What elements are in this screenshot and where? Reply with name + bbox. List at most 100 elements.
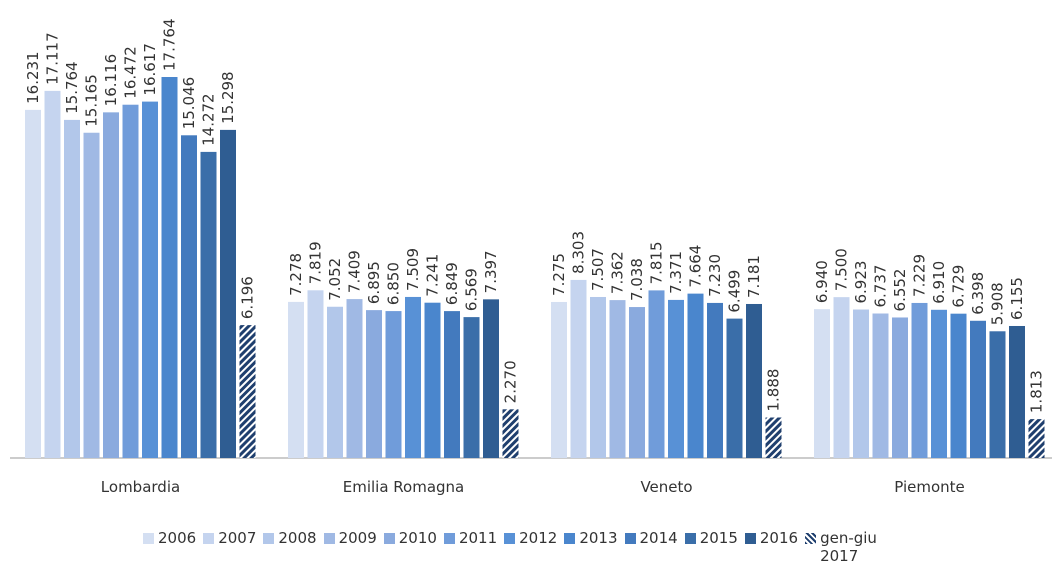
bar	[200, 151, 217, 458]
bar	[814, 309, 830, 458]
bar	[307, 290, 324, 458]
bar	[346, 299, 363, 458]
data-label: 2.270	[502, 360, 520, 403]
data-label: 6.849	[443, 262, 461, 305]
data-label: 17.764	[161, 19, 179, 72]
bar	[629, 307, 645, 458]
legend-swatch	[624, 533, 636, 544]
bar	[931, 309, 947, 458]
x-tick-label: Piemonte	[894, 478, 965, 496]
bar	[424, 302, 441, 458]
data-label: 7.397	[482, 250, 500, 293]
bar	[989, 331, 1006, 458]
data-label: 6.398	[969, 272, 987, 315]
data-label: 7.052	[326, 258, 344, 301]
data-label: 6.737	[872, 265, 890, 308]
data-label: 16.231	[24, 51, 42, 104]
x-tick-label: Emilia Romagna	[343, 478, 465, 496]
x-tick-label: Lombardia	[101, 478, 180, 496]
bar	[44, 90, 61, 458]
legend-item: 2008	[263, 529, 317, 547]
data-label: 5.908	[989, 282, 1007, 325]
legend-swatch	[203, 533, 215, 544]
data-label: 7.241	[424, 254, 442, 297]
data-label: 6.923	[852, 261, 870, 304]
data-label: 7.362	[609, 251, 627, 294]
legend-item: 2009	[323, 529, 377, 547]
legend-item: 2012	[504, 529, 557, 547]
legend-label: 2014	[639, 529, 678, 547]
legend-swatch	[564, 533, 576, 544]
legend: 2006 2007 2008 2009 2010 2011 2012 2013 2014 2015…	[143, 529, 889, 565]
bar	[746, 303, 762, 458]
x-tick-label: Veneto	[640, 478, 692, 496]
legend-label: 2006	[158, 529, 197, 547]
data-label: 8.303	[570, 231, 588, 274]
legend-swatch	[143, 533, 154, 544]
legend-item: 2015	[684, 529, 738, 547]
legend-label: 2012	[519, 529, 558, 547]
bar	[726, 318, 743, 458]
bar	[892, 317, 908, 458]
data-label: 7.507	[589, 248, 607, 291]
bar	[687, 293, 704, 458]
data-label: 6.552	[891, 269, 909, 312]
bar	[590, 296, 606, 458]
data-label: 6.155	[1008, 277, 1026, 320]
bar	[570, 279, 587, 458]
legend-item: 2013	[564, 529, 618, 547]
legend-swatch	[504, 533, 516, 544]
data-label: 7.229	[911, 254, 929, 297]
legend-swatch	[744, 533, 756, 544]
bar	[405, 296, 421, 458]
bar	[668, 299, 684, 458]
data-label: 16.617	[141, 43, 159, 96]
data-label: 17.117	[44, 32, 62, 85]
data-label: 6.499	[726, 270, 744, 313]
data-label: 7.230	[706, 254, 724, 297]
data-label: 6.895	[365, 261, 383, 304]
bar	[103, 112, 119, 458]
bar	[765, 417, 782, 458]
data-label: 6.196	[239, 276, 257, 319]
data-label: 6.850	[385, 262, 403, 305]
data-label: 6.729	[950, 265, 968, 308]
bar	[911, 302, 928, 458]
data-label: 7.509	[404, 248, 422, 291]
bar	[366, 310, 382, 458]
data-label: 16.472	[122, 46, 140, 99]
legend-item: 2014	[624, 529, 678, 547]
legend-label: 2011	[458, 529, 498, 547]
bar	[25, 109, 41, 459]
bar	[142, 101, 158, 458]
bar	[122, 104, 139, 459]
legend-swatch	[323, 533, 335, 544]
plot: Lombardia Emilia Romagna Veneto Piemonte 16.…	[10, 19, 1052, 496]
data-label: 7.038	[628, 258, 646, 301]
legend-item: gen-giu 2017	[805, 529, 882, 565]
bar	[327, 306, 343, 458]
legend-label: 2009	[338, 529, 377, 547]
bar	[707, 302, 723, 458]
data-label: 6.910	[930, 261, 948, 304]
data-label: 6.940	[813, 260, 831, 303]
legend-label: 2007	[218, 529, 257, 547]
data-label: 7.409	[346, 250, 364, 293]
legend-swatch	[805, 533, 817, 544]
bar	[502, 409, 519, 458]
bar	[463, 317, 480, 458]
bar	[872, 313, 889, 458]
bar	[161, 77, 178, 458]
data-label: 7.275	[550, 253, 568, 296]
data-label: 7.181	[745, 255, 763, 298]
bar	[444, 311, 460, 458]
legend-item: 2006	[143, 529, 196, 547]
bar	[950, 313, 967, 458]
bar	[1009, 325, 1025, 458]
data-label: 7.371	[667, 251, 685, 294]
legend-swatch	[684, 533, 696, 544]
legend-item: 2010	[383, 529, 437, 547]
data-label: 7.819	[307, 241, 325, 284]
data-label: 7.278	[287, 253, 305, 296]
